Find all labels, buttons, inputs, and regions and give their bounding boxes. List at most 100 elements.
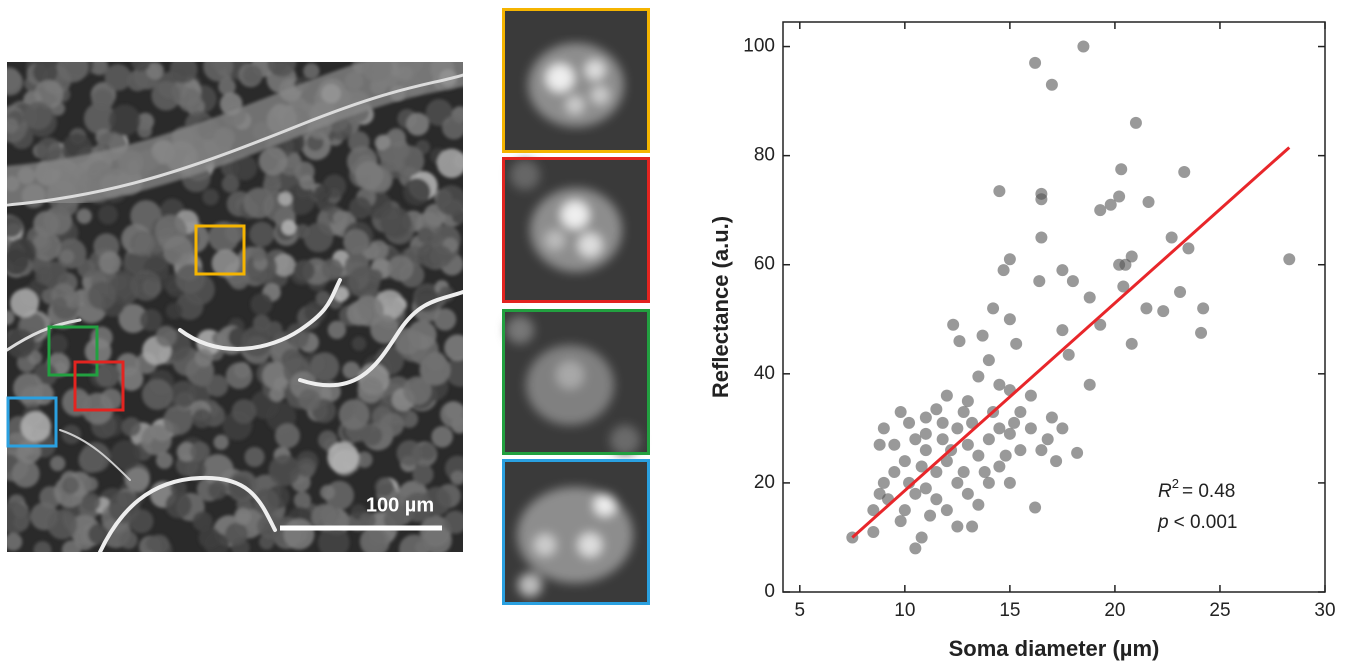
cell xyxy=(262,361,290,390)
data-point xyxy=(976,329,989,342)
cell xyxy=(36,137,62,164)
cell xyxy=(88,523,110,545)
cell xyxy=(403,376,432,405)
data-point xyxy=(1050,455,1063,468)
cell xyxy=(398,534,430,552)
cell xyxy=(278,191,293,206)
cell xyxy=(202,188,219,206)
data-point xyxy=(957,466,970,478)
cell xyxy=(7,329,36,359)
cell xyxy=(80,442,111,473)
cell xyxy=(283,518,315,550)
data-point xyxy=(1029,501,1042,514)
data-point xyxy=(1157,305,1170,318)
cell xyxy=(47,509,78,540)
data-point xyxy=(877,476,890,489)
cell xyxy=(443,510,463,534)
cell xyxy=(293,259,315,282)
data-point xyxy=(894,406,907,418)
data-point xyxy=(903,416,916,429)
cell xyxy=(250,293,273,316)
cell xyxy=(172,65,190,83)
cell xyxy=(380,206,412,239)
cell xyxy=(20,411,52,442)
cell xyxy=(81,492,101,512)
cell xyxy=(139,308,163,332)
data-point xyxy=(915,531,928,544)
data-point xyxy=(930,403,943,416)
scatter-plot: Soma diameter (µm) Reflectance (a.u.) R2… xyxy=(708,21,1336,661)
data-point xyxy=(898,455,911,468)
data-point xyxy=(1003,427,1016,440)
cell xyxy=(309,352,340,382)
cell xyxy=(417,227,434,244)
cell xyxy=(342,361,361,380)
cell xyxy=(221,174,240,193)
cell xyxy=(175,263,206,294)
data-point xyxy=(1041,433,1054,446)
cell xyxy=(190,441,211,462)
cell xyxy=(272,253,296,277)
data-point xyxy=(867,504,880,517)
cell xyxy=(406,112,430,136)
cell xyxy=(368,240,389,260)
cell xyxy=(63,291,82,309)
cell xyxy=(234,507,252,525)
micrograph: 100 µm xyxy=(6,62,463,552)
cell xyxy=(48,334,68,354)
cell xyxy=(243,187,275,219)
cell xyxy=(192,408,212,429)
data-point xyxy=(915,460,928,473)
cell xyxy=(175,292,204,320)
cell xyxy=(252,488,280,516)
data-point xyxy=(1083,378,1096,391)
data-point xyxy=(1140,302,1153,315)
cell xyxy=(250,246,266,262)
cell xyxy=(320,484,335,500)
cell xyxy=(444,334,463,361)
data-point xyxy=(1045,78,1058,91)
cell xyxy=(33,62,58,85)
cell xyxy=(351,336,367,351)
cell xyxy=(61,476,80,495)
cell xyxy=(7,248,29,275)
cell xyxy=(274,423,300,449)
data-point xyxy=(1033,275,1046,288)
cell xyxy=(95,363,120,388)
cell xyxy=(359,511,376,529)
cell xyxy=(146,62,164,80)
vessels xyxy=(7,62,463,552)
data-point xyxy=(1014,406,1027,418)
cell xyxy=(83,102,116,135)
x-tick-label: 5 xyxy=(795,600,806,621)
data-point xyxy=(1077,40,1090,53)
cell xyxy=(34,79,64,109)
data-point xyxy=(1094,204,1107,217)
cell xyxy=(194,348,214,368)
data-point xyxy=(1035,193,1048,206)
cell xyxy=(7,117,19,134)
cell xyxy=(163,235,194,266)
cell xyxy=(11,459,40,488)
data-point xyxy=(909,433,922,446)
cell xyxy=(91,88,114,112)
cell xyxy=(393,145,425,177)
cell xyxy=(16,439,42,464)
cell xyxy=(98,251,122,274)
cell xyxy=(151,81,181,111)
cell xyxy=(348,196,372,220)
cell xyxy=(327,441,359,474)
cell xyxy=(445,357,463,387)
cell xyxy=(356,451,373,468)
data-point xyxy=(936,416,949,429)
cell xyxy=(137,123,153,139)
cell xyxy=(433,308,457,331)
cell xyxy=(293,491,312,509)
data-point xyxy=(1066,275,1079,288)
data-point xyxy=(1008,416,1021,429)
annotation-r2: R2 = 0.48 xyxy=(1158,476,1235,502)
cell xyxy=(77,259,96,278)
cell xyxy=(7,532,23,551)
data-point xyxy=(1125,337,1138,350)
data-point xyxy=(997,264,1010,277)
